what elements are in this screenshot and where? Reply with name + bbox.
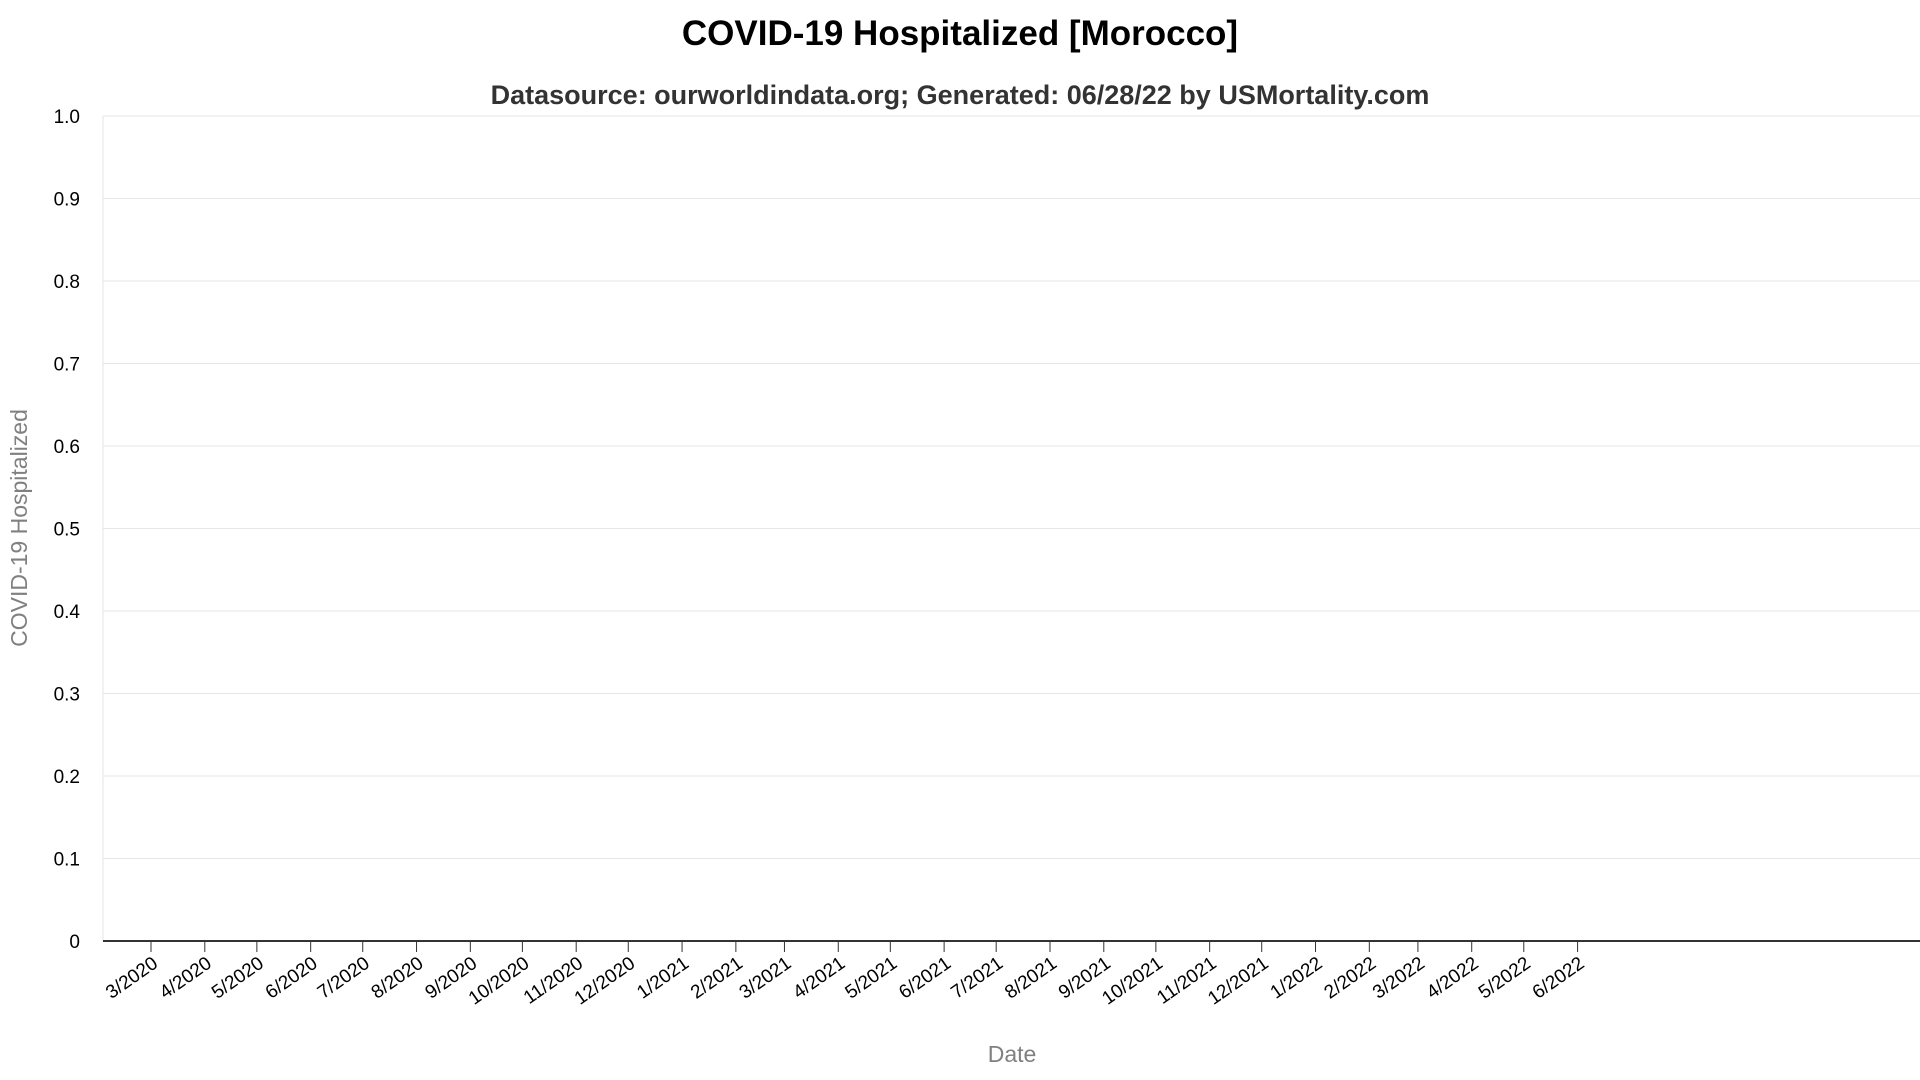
x-tick-label: 3/2021 bbox=[736, 953, 796, 1004]
x-tick-label: 6/2022 bbox=[1529, 953, 1589, 1004]
chart-title: COVID-19 Hospitalized [Morocco] bbox=[681, 14, 1239, 53]
x-tick-label: 4/2022 bbox=[1423, 953, 1483, 1004]
x-axis-title: Date bbox=[988, 1041, 1037, 1067]
x-tick-label: 8/2021 bbox=[1001, 953, 1061, 1004]
x-tick-label: 2/2022 bbox=[1321, 953, 1381, 1004]
x-tick-label: 12/2020 bbox=[571, 953, 639, 1010]
x-tick-label: 5/2021 bbox=[842, 953, 902, 1004]
x-tick-label: 1/2021 bbox=[633, 953, 693, 1004]
x-tick-label: 10/2021 bbox=[1098, 953, 1166, 1010]
x-tick-label: 6/2020 bbox=[262, 953, 322, 1004]
y-tick-label: 0.8 bbox=[54, 272, 80, 293]
y-tick-label: 0.4 bbox=[54, 602, 81, 623]
x-tick-label: 5/2020 bbox=[208, 953, 268, 1004]
x-tick-label: 12/2021 bbox=[1204, 953, 1272, 1010]
x-tick-label: 5/2022 bbox=[1475, 953, 1535, 1004]
y-tick-label: 1.0 bbox=[54, 107, 80, 128]
x-tick-label: 7/2021 bbox=[947, 953, 1007, 1004]
grid-layer bbox=[103, 115, 1920, 859]
x-tick-labels: 3/20204/20205/20206/20207/20208/20209/20… bbox=[102, 941, 1588, 1009]
x-tick-label: 1/2022 bbox=[1267, 953, 1327, 1004]
y-tick-label: 0.1 bbox=[54, 850, 80, 871]
y-tick-label: 0.9 bbox=[54, 190, 80, 211]
y-tick-label: 0.5 bbox=[54, 520, 80, 541]
x-tick-label: 4/2021 bbox=[789, 953, 849, 1004]
x-tick-label: 10/2020 bbox=[465, 953, 533, 1010]
y-tick-label: 0.6 bbox=[54, 437, 80, 458]
y-tick-label: 0.7 bbox=[54, 355, 80, 376]
y-tick-label: 0.3 bbox=[54, 685, 80, 706]
x-tick-label: 8/2020 bbox=[368, 953, 428, 1004]
x-tick-label: 3/2020 bbox=[102, 953, 162, 1004]
x-tick-label: 4/2020 bbox=[156, 953, 216, 1004]
x-tick-label: 6/2021 bbox=[895, 953, 955, 1004]
chart-subtitle: Datasource: ourworldindata.org; Generate… bbox=[490, 80, 1430, 110]
x-tick-label: 7/2020 bbox=[314, 953, 374, 1004]
y-axis-title: COVID-19 Hospitalized bbox=[6, 409, 32, 647]
y-tick-label: 0 bbox=[69, 932, 80, 953]
y-tick-labels: 0 0.1 0.2 0.3 0.4 0.5 0.6 0.7 0.8 0.9 1.0 bbox=[54, 107, 81, 953]
y-tick-label: 0.2 bbox=[54, 767, 80, 788]
x-tick-label: 2/2021 bbox=[687, 953, 747, 1004]
x-tick-label: 3/2022 bbox=[1369, 953, 1429, 1004]
